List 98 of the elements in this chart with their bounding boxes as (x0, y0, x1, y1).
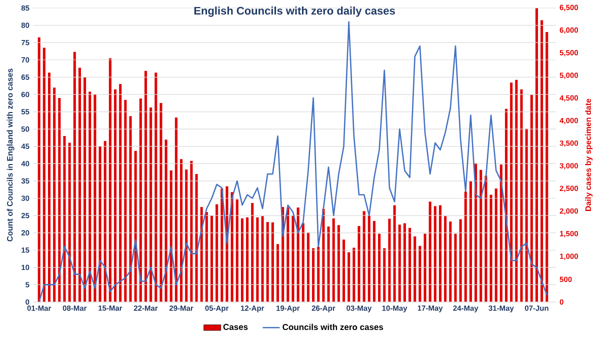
bar (190, 160, 193, 302)
bar (104, 140, 106, 302)
legend-label: Cases (223, 324, 248, 330)
bar (124, 100, 127, 302)
bar (408, 228, 412, 302)
bar (58, 98, 61, 302)
bar (352, 248, 356, 302)
bar (210, 216, 214, 302)
bar (418, 246, 422, 302)
bar (42, 48, 46, 302)
y-axis-title: Count of Councils in England with zero cases (6, 68, 14, 242)
bar (337, 225, 340, 302)
bar (88, 92, 92, 302)
bar (78, 68, 81, 302)
bar (98, 146, 102, 302)
bar (84, 77, 86, 302)
bar (180, 159, 183, 302)
bar (510, 82, 513, 302)
bar (240, 218, 244, 302)
bar (358, 226, 360, 302)
bar (53, 88, 56, 302)
bar (464, 192, 467, 302)
bar (119, 84, 122, 302)
bar (459, 219, 462, 302)
bar (174, 117, 178, 302)
bar (38, 37, 40, 302)
bar (164, 140, 168, 302)
bar (150, 108, 152, 302)
bar (129, 116, 132, 302)
bar (251, 202, 254, 302)
bar (469, 181, 472, 302)
bar (388, 218, 391, 302)
bar (276, 244, 280, 302)
bar (205, 212, 208, 302)
bar (160, 102, 162, 302)
bar (108, 58, 112, 302)
bar (494, 188, 498, 302)
bar (266, 222, 269, 302)
bar (546, 32, 548, 302)
bar (424, 234, 426, 302)
bar (444, 216, 447, 302)
bar (368, 216, 370, 302)
bar (261, 216, 264, 302)
bar (256, 217, 259, 302)
bar (454, 234, 457, 302)
bar (306, 232, 310, 302)
bar (139, 98, 142, 302)
bar (68, 142, 71, 302)
bar (327, 226, 330, 302)
bar (372, 221, 376, 302)
bar (286, 207, 290, 302)
y2-axis-title: Daily cases by specimen date (585, 98, 593, 211)
bar (185, 169, 188, 302)
bar (362, 211, 366, 302)
bar (480, 170, 482, 302)
bar (525, 128, 528, 302)
bar (484, 176, 488, 302)
bar (144, 70, 147, 302)
chart-title: English Councils with zero daily cases (194, 6, 395, 17)
bar (220, 188, 224, 302)
bar (535, 8, 538, 302)
bar (393, 205, 396, 302)
bar (302, 223, 304, 302)
bar (414, 236, 416, 302)
bar (449, 221, 452, 302)
bar (398, 224, 401, 302)
bar (403, 223, 406, 302)
bar (246, 217, 249, 302)
bar (94, 94, 96, 302)
bar (504, 108, 508, 302)
legend-label: Councils with zero cases (282, 324, 384, 330)
bar (292, 216, 294, 302)
bar (48, 72, 51, 302)
bar (271, 222, 274, 302)
bar (296, 207, 300, 302)
bar (490, 194, 492, 302)
bar (73, 52, 76, 302)
bar (540, 20, 544, 302)
bar (515, 80, 518, 302)
bar (114, 89, 117, 302)
bar (530, 94, 533, 302)
bar (332, 218, 335, 302)
bar (195, 174, 198, 302)
bar (317, 246, 320, 302)
bar (428, 202, 432, 302)
bar (438, 205, 442, 302)
bar (154, 72, 158, 302)
bar (236, 199, 238, 302)
bar (342, 240, 346, 302)
bar (216, 204, 218, 302)
bar (63, 136, 66, 302)
bar (520, 89, 523, 302)
bar (383, 248, 386, 302)
bar (378, 234, 381, 302)
bar (348, 252, 350, 302)
bar (500, 164, 502, 302)
bar (312, 248, 315, 302)
bar (434, 206, 436, 302)
